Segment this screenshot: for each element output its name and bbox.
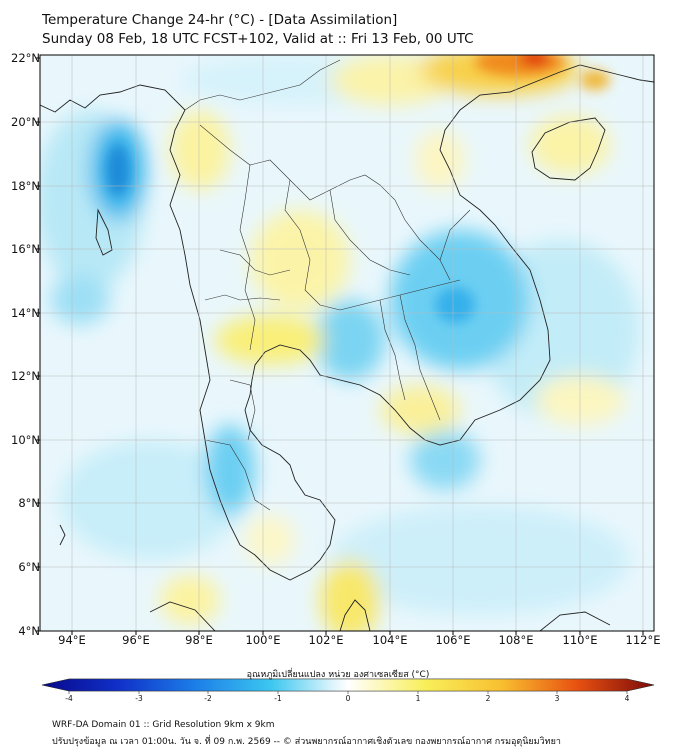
colorbar-tick-label: -2 (204, 694, 212, 703)
admin-borders (184, 59, 471, 511)
lat-label-8: 8°N (18, 496, 40, 510)
colorbar-tick-label: 0 (345, 694, 351, 703)
lat-label-6: 6°N (18, 560, 40, 574)
colorbar-label: อุณหภูมิเปลี่ยนแปลง หน่วย องศาเซลเซียส (… (246, 670, 430, 680)
lon-label-102: 102°E (308, 633, 344, 647)
chart-title: Temperature Change 24-hr (°C) - [Data As… (42, 12, 398, 28)
lat-label-22: 22°N (11, 51, 40, 65)
colorbar-tick-label: -1 (274, 694, 282, 703)
coastlines (40, 64, 654, 631)
lat-label-10: 10°N (11, 433, 40, 447)
gridlines (40, 55, 654, 631)
plot-frame (39, 54, 655, 632)
footer-credit: ปรับปรุงข้อมูล ณ เวลา 01:00น. วัน จ. ที่… (52, 737, 561, 747)
lon-label-110: 110°E (562, 633, 598, 647)
lon-label-100: 100°E (245, 633, 281, 647)
lon-label-96: 96°E (122, 633, 150, 647)
colorbar-tick-label: -4 (65, 694, 73, 703)
lat-label-16: 16°N (11, 242, 40, 256)
footer-model-info: WRF-DA Domain 01 :: Grid Resolution 9km … (52, 720, 275, 730)
lon-label-94: 94°E (58, 633, 86, 647)
colorbar-tick-label: 2 (485, 694, 491, 703)
lon-label-106: 106°E (435, 633, 471, 647)
lat-label-14: 14°N (11, 306, 40, 320)
lat-label-12: 12°N (11, 369, 40, 383)
lon-label-98: 98°E (185, 633, 213, 647)
colorbar-ticks (68, 691, 628, 694)
colorbar-tick-label: 4 (624, 694, 630, 703)
lat-label-4: 4°N (18, 624, 40, 638)
colorbar-tick-label: -3 (135, 694, 143, 703)
lon-label-112: 112°E (625, 633, 661, 647)
colorbar-tick-label: 1 (415, 694, 421, 703)
axis-ticks (36, 57, 644, 635)
lat-label-20: 20°N (11, 115, 40, 129)
lon-label-104: 104°E (372, 633, 408, 647)
lat-label-18: 18°N (11, 179, 40, 193)
colorbar-tick-label: 3 (554, 694, 560, 703)
chart-subtitle: Sunday 08 Feb, 18 UTC FCST+102, Valid at… (42, 31, 474, 47)
lon-label-108: 108°E (498, 633, 534, 647)
temperature-field (40, 55, 654, 631)
